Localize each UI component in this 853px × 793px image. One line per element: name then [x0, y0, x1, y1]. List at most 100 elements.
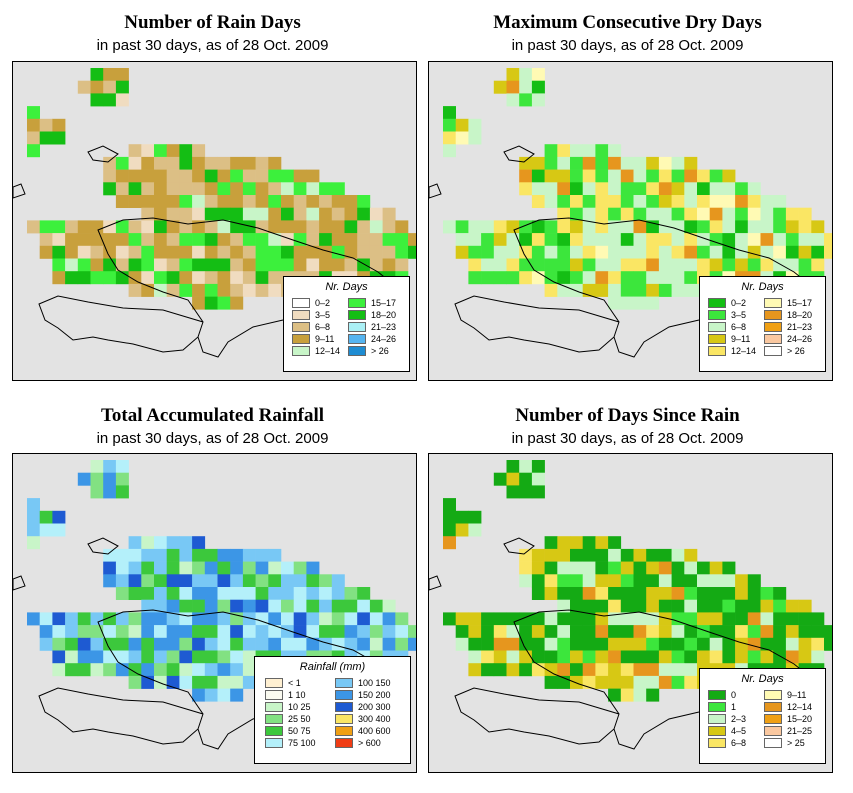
legend-swatch — [708, 714, 726, 724]
grid-cell — [115, 485, 129, 499]
legend-label: 10 25 — [288, 702, 311, 712]
grid-cell — [684, 283, 698, 297]
grid-cell — [154, 574, 167, 588]
grid-cell — [90, 258, 104, 272]
grid-cell — [684, 195, 698, 208]
grid-cell — [595, 207, 609, 221]
grid-cell — [27, 106, 40, 120]
grid-cell — [671, 650, 685, 664]
legend-item: 0–2 — [292, 297, 340, 309]
grid-cell — [382, 612, 396, 626]
legend-label: 21–25 — [787, 726, 813, 736]
grid-cell — [633, 233, 647, 247]
grid-cell — [519, 182, 533, 196]
grid-cell — [52, 220, 66, 234]
grid-cell — [128, 625, 142, 639]
grid-cell — [671, 548, 685, 562]
grid-cell — [709, 195, 723, 208]
grid-cell — [658, 271, 672, 285]
grid-cell — [570, 675, 583, 689]
legend-item: > 600 — [335, 737, 391, 749]
grid-cell — [115, 625, 129, 639]
grid-cell — [735, 245, 749, 259]
grid-cell — [154, 625, 167, 639]
grid-cell — [154, 612, 167, 626]
grid-cell — [331, 637, 345, 651]
grid-cell — [52, 523, 66, 537]
grid-cell — [570, 599, 583, 613]
grid-cell — [697, 650, 710, 664]
legend-label: 15–17 — [787, 298, 813, 308]
grid-cell — [760, 637, 774, 651]
grid-cell — [633, 283, 647, 297]
grid-cell — [217, 245, 231, 259]
grid-cell — [658, 625, 672, 639]
grid-cell — [408, 625, 416, 639]
grid-cell — [595, 548, 609, 562]
grid-cell — [192, 637, 206, 651]
grid-cell — [671, 258, 685, 272]
grid-cell — [582, 144, 596, 158]
grid-cell — [608, 663, 622, 677]
grid-cell — [684, 207, 698, 221]
grid-cell — [747, 637, 761, 651]
grid-cell — [646, 561, 660, 575]
panel-1-subtitle: in past 30 days, as of 28 Oct. 2009 — [96, 37, 329, 54]
legend-col-left: < 1 1 10 10 25 25 50 50 75 75 100 — [265, 677, 316, 749]
grid-cell — [646, 233, 660, 247]
grid-cell — [319, 207, 333, 221]
grid-cell — [192, 144, 206, 158]
legend-swatch — [335, 714, 353, 724]
grid-cell — [141, 271, 155, 285]
legend-label: 3–5 — [731, 310, 747, 320]
grid-cell — [242, 169, 256, 183]
grid-cell — [192, 599, 206, 613]
grid-cell — [128, 587, 142, 600]
grid-cell — [785, 650, 799, 664]
grid-cell — [77, 271, 91, 285]
grid-cell — [281, 574, 294, 588]
grid-cell — [493, 233, 507, 247]
grid-cell — [493, 271, 507, 285]
grid-cell — [154, 245, 167, 259]
legend-item: 21–23 — [764, 321, 812, 333]
grid-cell — [760, 625, 774, 639]
grid-cell — [293, 625, 307, 639]
grid-cell — [646, 663, 660, 677]
grid-cell — [192, 296, 206, 310]
grid-cell — [115, 156, 129, 170]
grid-cell — [357, 195, 371, 208]
grid-cell — [811, 245, 825, 259]
legend-swatch — [764, 714, 782, 724]
grid-cell — [154, 195, 167, 208]
grid-cell — [671, 207, 685, 221]
grid-cell — [506, 472, 520, 486]
grid-cell — [141, 612, 155, 626]
grid-cell — [141, 233, 155, 247]
grid-cell — [608, 548, 622, 562]
grid-cell — [570, 283, 583, 297]
grid-cell — [242, 599, 256, 613]
grid-cell — [357, 599, 371, 613]
grid-cell — [722, 195, 736, 208]
legend-label: 150 200 — [358, 690, 391, 700]
grid-cell — [709, 574, 723, 588]
grid-cell — [217, 283, 231, 297]
grid-cell — [204, 296, 218, 310]
grid-cell — [646, 599, 660, 613]
grid-cell — [633, 663, 647, 677]
grid-cell — [709, 650, 723, 664]
grid-cell — [357, 233, 371, 247]
grid-cell — [115, 93, 129, 107]
grid-cell — [455, 510, 469, 524]
grid-cell — [39, 612, 53, 626]
grid-cell — [255, 245, 269, 259]
grid-cell — [455, 245, 469, 259]
grid-cell — [268, 156, 282, 170]
grid-cell — [217, 296, 231, 310]
grid-cell — [357, 612, 371, 626]
grid-cell — [582, 675, 596, 689]
grid-cell — [785, 612, 799, 626]
grid-cell — [684, 258, 698, 272]
grid-cell — [519, 485, 533, 499]
